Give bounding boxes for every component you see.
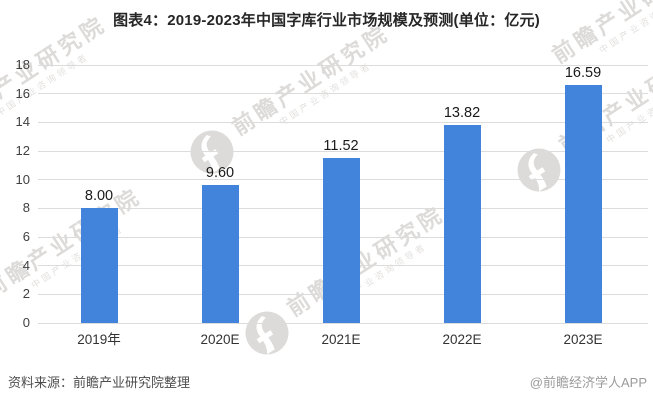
y-axis-tick-label: 6 [22, 229, 30, 244]
y-axis-tick-label: 0 [22, 315, 30, 330]
x-axis-tick-label: 2019年 [77, 332, 121, 347]
gridline [38, 93, 648, 95]
app-credit: @前瞻经济学人APP [529, 375, 647, 390]
y-axis-tick-label: 4 [22, 257, 30, 273]
gridline [38, 150, 648, 152]
y-axis-tick-label: 8 [22, 200, 30, 216]
bar-value-label: 16.59 [564, 65, 602, 82]
x-axis-tick-label: 2022E [442, 332, 482, 347]
bar-value-label: 11.52 [323, 137, 359, 154]
x-axis-tick-label: 2023E [563, 332, 603, 347]
y-axis-tick-label: 14 [15, 114, 30, 130]
gridline [38, 64, 648, 66]
y-axis-tick-label: 12 [15, 143, 30, 158]
bar-value-label: 9.60 [205, 165, 235, 182]
bar [80, 208, 118, 323]
gridline [38, 322, 648, 324]
bar-value-label: 8.00 [84, 188, 114, 205]
gridline [38, 121, 648, 123]
bar-value-label: 13.82 [443, 104, 481, 121]
y-axis-tick-label: 2 [22, 286, 30, 302]
bar [201, 185, 239, 323]
y-axis-tick-label: 16 [15, 85, 30, 101]
bar [564, 85, 602, 323]
x-axis-tick-label: 2020E [200, 332, 240, 347]
x-axis-tick-label: 2021E [321, 332, 361, 347]
chart-title: 图表4：2019-2023年中国字库行业市场规模及预测(单位：亿元) [113, 12, 540, 29]
bar [443, 124, 481, 323]
bar [322, 157, 360, 323]
y-axis-tick-label: 10 [15, 171, 30, 187]
source-note: 资料来源：前瞻产业研究院整理 [8, 375, 191, 390]
y-axis-tick-label: 18 [15, 57, 30, 72]
